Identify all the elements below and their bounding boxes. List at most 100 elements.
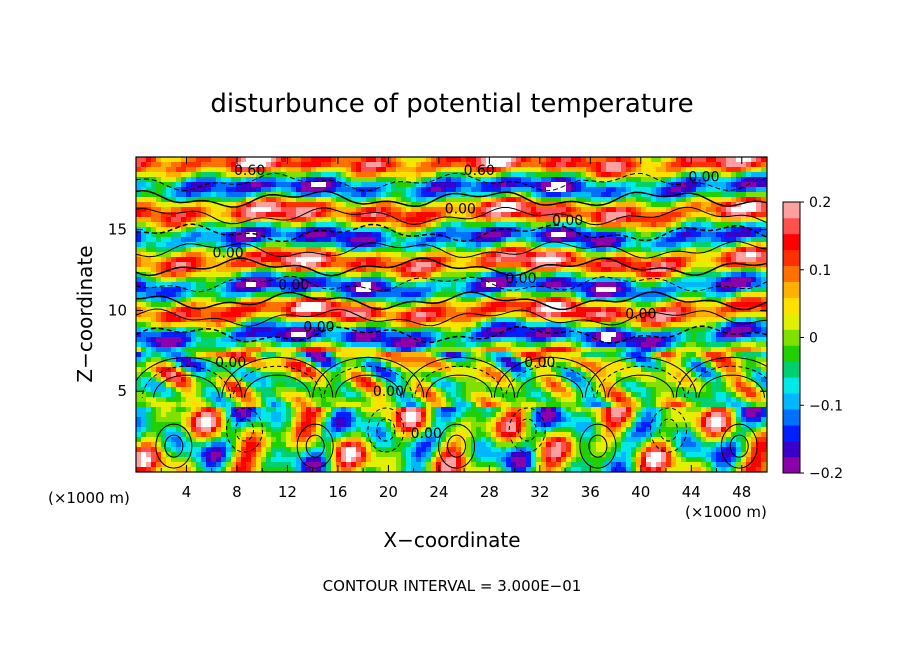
- heatmap-cell: [221, 332, 227, 338]
- heatmap-cell: [721, 342, 727, 348]
- heatmap-cell: [506, 172, 512, 178]
- heatmap-cell: [431, 307, 437, 313]
- heatmap-cell: [216, 267, 222, 273]
- heatmap-cell: [166, 172, 172, 178]
- heatmap-cell: [271, 282, 277, 288]
- heatmap-cell: [651, 342, 657, 348]
- heatmap-cell: [311, 182, 317, 188]
- heatmap-cell: [531, 257, 537, 263]
- heatmap-cell: [691, 157, 697, 163]
- heatmap-cell: [291, 277, 297, 283]
- heatmap-cell: [261, 242, 267, 248]
- heatmap-cell: [356, 322, 362, 328]
- heatmap-cell: [616, 222, 622, 228]
- heatmap-cell: [141, 172, 147, 178]
- heatmap-cell: [676, 277, 682, 283]
- heatmap-cell: [656, 327, 662, 333]
- heatmap-cell: [466, 182, 472, 188]
- heatmap-cell: [671, 342, 677, 348]
- heatmap-cell: [236, 277, 242, 283]
- heatmap-cell: [286, 222, 292, 228]
- heatmap-cell: [281, 322, 287, 328]
- heatmap-cell: [411, 207, 417, 213]
- heatmap-cell: [761, 292, 767, 298]
- heatmap-cell: [226, 272, 232, 278]
- heatmap-cell: [756, 322, 762, 328]
- heatmap-cell: [311, 307, 317, 313]
- heatmap-cell: [541, 187, 547, 193]
- heatmap-cell: [256, 257, 262, 263]
- heatmap-cell: [356, 282, 362, 288]
- heatmap-cell: [461, 277, 467, 283]
- heatmap-cell: [226, 282, 232, 288]
- heatmap-cell: [546, 257, 552, 263]
- heatmap-cell: [241, 347, 247, 353]
- heatmap-cell: [501, 257, 507, 263]
- heatmap-cell: [406, 167, 412, 173]
- heatmap-cell: [201, 297, 207, 303]
- heatmap-cell: [326, 307, 332, 313]
- heatmap-cell: [666, 237, 672, 243]
- heatmap-cell: [426, 172, 432, 178]
- heatmap-cell: [751, 177, 757, 183]
- heatmap-cell: [166, 212, 172, 218]
- heatmap-cell: [466, 167, 472, 173]
- heatmap-cell: [446, 347, 452, 353]
- heatmap-cell: [711, 297, 717, 303]
- heatmap-cell: [591, 252, 597, 258]
- heatmap-cell: [306, 242, 312, 248]
- heatmap-cell: [536, 167, 542, 173]
- heatmap-cell: [571, 217, 577, 223]
- heatmap-cell: [161, 217, 167, 223]
- heatmap-cell: [416, 162, 422, 168]
- heatmap-cell: [271, 292, 277, 298]
- heatmap-cell: [526, 222, 532, 228]
- heatmap-cell: [466, 207, 472, 213]
- heatmap-cell: [616, 237, 622, 243]
- heatmap-cell: [531, 317, 537, 323]
- heatmap-cell: [536, 212, 542, 218]
- heatmap-cell: [581, 272, 587, 278]
- heatmap-cell: [501, 272, 507, 278]
- heatmap-cell: [301, 162, 307, 168]
- heatmap-cell: [621, 332, 627, 338]
- heatmap-cell: [636, 237, 642, 243]
- heatmap-cell: [321, 217, 327, 223]
- heatmap-cell: [706, 317, 712, 323]
- heatmap-cell: [381, 287, 387, 293]
- heatmap-cell: [566, 207, 572, 213]
- heatmap-cell: [376, 312, 382, 318]
- heatmap-cell: [251, 347, 257, 353]
- heatmap-cell: [606, 287, 612, 293]
- heatmap-cell: [406, 232, 412, 238]
- heatmap-cell: [411, 307, 417, 313]
- heatmap-cell: [311, 157, 317, 163]
- heatmap-cell: [431, 227, 437, 233]
- heatmap-cell: [511, 287, 517, 293]
- heatmap-cell: [496, 192, 502, 198]
- heatmap-cell: [326, 267, 332, 273]
- heatmap-cell: [151, 287, 157, 293]
- heatmap-cell: [581, 322, 587, 328]
- heatmap-cell: [671, 172, 677, 178]
- heatmap-cell: [296, 247, 302, 253]
- heatmap-cell: [481, 257, 487, 263]
- heatmap-cell: [166, 187, 172, 193]
- heatmap-cell: [616, 332, 622, 338]
- heatmap-cell: [441, 322, 447, 328]
- heatmap-cell: [186, 272, 192, 278]
- heatmap-cell: [326, 207, 332, 213]
- heatmap-cell: [691, 232, 697, 238]
- heatmap-cell: [616, 292, 622, 298]
- heatmap-cell: [581, 252, 587, 258]
- heatmap-cell: [586, 277, 592, 283]
- heatmap-cell: [486, 202, 492, 208]
- heatmap-cell: [446, 312, 452, 318]
- heatmap-cell: [521, 202, 527, 208]
- heatmap-cell: [236, 342, 242, 348]
- heatmap-cell: [316, 262, 322, 268]
- heatmap-cell: [401, 217, 407, 223]
- heatmap-cell: [261, 272, 267, 278]
- heatmap-cell: [416, 167, 422, 173]
- heatmap-cell: [701, 322, 707, 328]
